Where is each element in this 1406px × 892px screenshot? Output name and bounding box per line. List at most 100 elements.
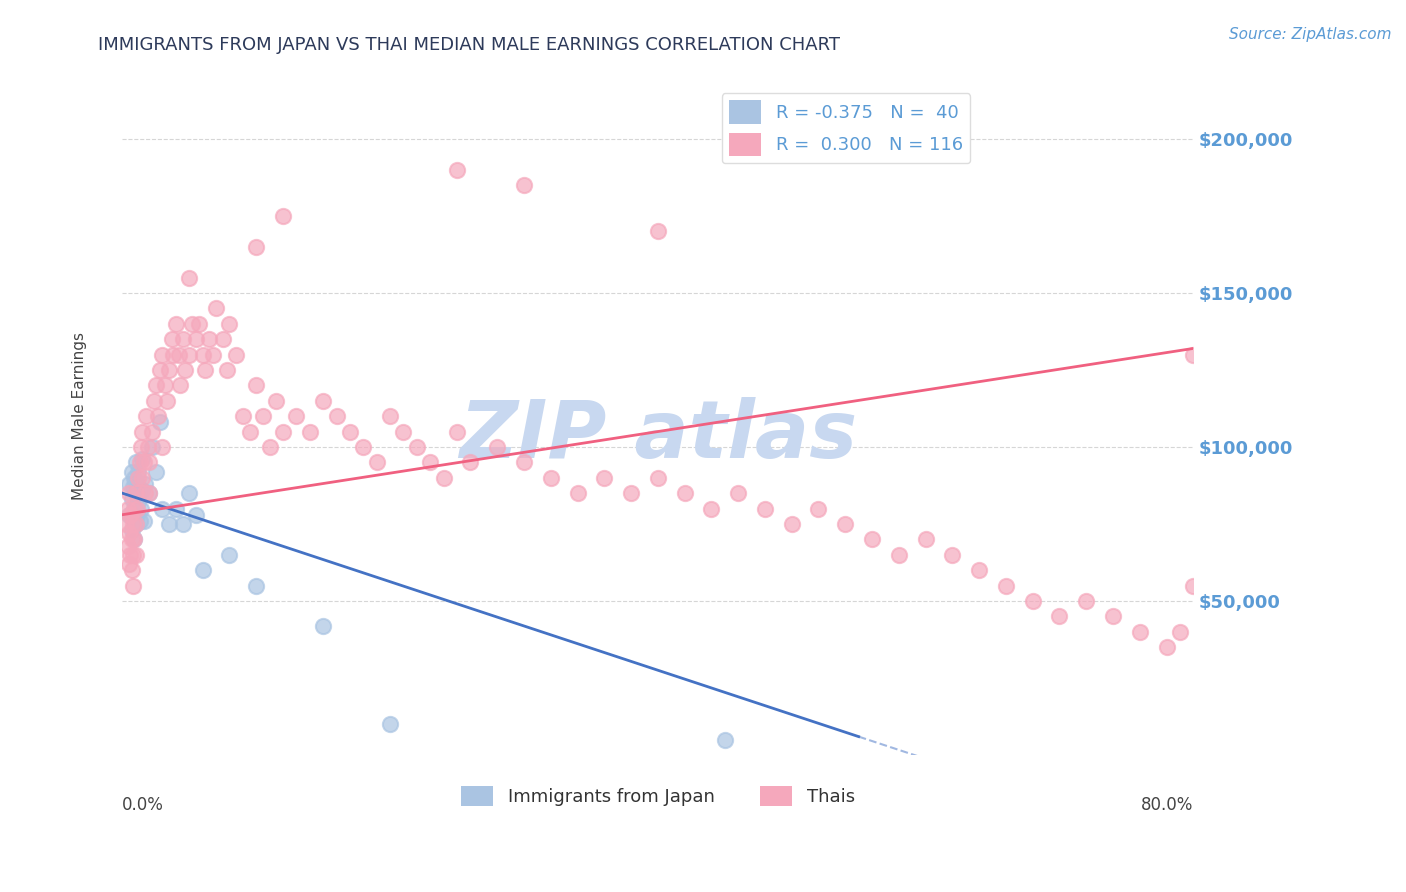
Point — [1076, 594, 1098, 608]
Point — [128, 455, 150, 469]
Point — [128, 514, 150, 528]
Point — [181, 317, 204, 331]
Point — [138, 486, 160, 500]
Point — [131, 483, 153, 497]
Point — [513, 455, 536, 469]
Point — [125, 501, 148, 516]
Point — [157, 363, 180, 377]
Point — [1182, 578, 1205, 592]
Point — [232, 409, 254, 424]
Point — [298, 425, 321, 439]
Point — [131, 471, 153, 485]
Point — [647, 471, 669, 485]
Point — [118, 526, 141, 541]
Point — [135, 409, 157, 424]
Point — [131, 425, 153, 439]
Point — [191, 563, 214, 577]
Point — [205, 301, 228, 316]
Point — [145, 465, 167, 479]
Point — [167, 348, 190, 362]
Point — [405, 440, 427, 454]
Point — [118, 477, 141, 491]
Point — [125, 486, 148, 500]
Point — [271, 209, 294, 223]
Point — [131, 452, 153, 467]
Point — [513, 178, 536, 193]
Point — [122, 548, 145, 562]
Point — [647, 224, 669, 238]
Point — [271, 425, 294, 439]
Point — [149, 415, 172, 429]
Text: 0.0%: 0.0% — [122, 796, 165, 814]
Point — [567, 486, 589, 500]
Point — [172, 516, 194, 531]
Point — [446, 425, 468, 439]
Point — [1049, 609, 1071, 624]
Text: IMMIGRANTS FROM JAPAN VS THAI MEDIAN MALE EARNINGS CORRELATION CHART: IMMIGRANTS FROM JAPAN VS THAI MEDIAN MAL… — [98, 36, 841, 54]
Point — [141, 440, 163, 454]
Point — [312, 618, 335, 632]
Point — [125, 455, 148, 469]
Point — [1156, 640, 1178, 654]
Point — [138, 486, 160, 500]
Point — [238, 425, 260, 439]
Point — [125, 477, 148, 491]
Text: ZIP atlas: ZIP atlas — [458, 398, 856, 475]
Text: Median Male Earnings: Median Male Earnings — [72, 332, 87, 500]
Point — [727, 486, 749, 500]
Point — [245, 578, 267, 592]
Point — [122, 480, 145, 494]
Point — [352, 440, 374, 454]
Legend: Immigrants from Japan, Thais: Immigrants from Japan, Thais — [454, 779, 862, 814]
Point — [172, 332, 194, 346]
Point — [202, 348, 225, 362]
Point — [153, 378, 176, 392]
Point — [115, 516, 138, 531]
Point — [1021, 594, 1043, 608]
Point — [486, 440, 509, 454]
Point — [967, 563, 990, 577]
Point — [187, 317, 209, 331]
Point — [118, 557, 141, 571]
Point — [121, 465, 143, 479]
Point — [378, 717, 401, 731]
Point — [124, 501, 146, 516]
Point — [266, 393, 288, 408]
Text: Source: ZipAtlas.com: Source: ZipAtlas.com — [1229, 27, 1392, 42]
Point — [700, 501, 723, 516]
Point — [673, 486, 696, 500]
Point — [252, 409, 274, 424]
Point — [134, 477, 156, 491]
Point — [125, 516, 148, 531]
Point — [593, 471, 616, 485]
Point — [1129, 624, 1152, 639]
Point — [160, 332, 183, 346]
Point — [121, 523, 143, 537]
Point — [148, 409, 170, 424]
Point — [860, 533, 883, 547]
Point — [122, 516, 145, 531]
Point — [179, 486, 201, 500]
Point — [259, 440, 281, 454]
Point — [887, 548, 910, 562]
Point — [433, 471, 456, 485]
Point — [117, 501, 139, 516]
Point — [127, 471, 149, 485]
Point — [120, 548, 142, 562]
Point — [165, 501, 187, 516]
Point — [125, 508, 148, 522]
Point — [132, 455, 155, 469]
Point — [129, 440, 152, 454]
Point — [169, 378, 191, 392]
Point — [125, 486, 148, 500]
Text: 80.0%: 80.0% — [1140, 796, 1194, 814]
Point — [620, 486, 643, 500]
Point — [215, 363, 238, 377]
Point — [245, 240, 267, 254]
Point — [325, 409, 347, 424]
Point — [378, 409, 401, 424]
Point — [141, 425, 163, 439]
Point — [152, 348, 174, 362]
Point — [285, 409, 308, 424]
Point — [245, 378, 267, 392]
